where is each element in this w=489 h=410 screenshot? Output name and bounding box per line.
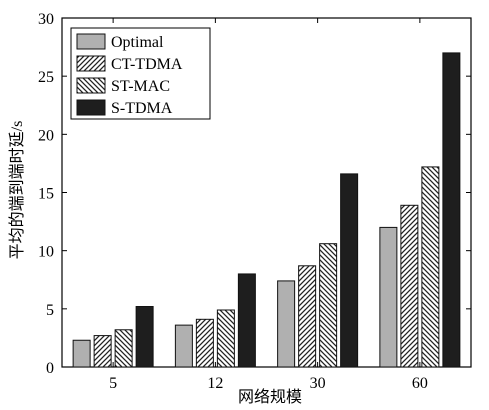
- bar-st-mac-12: [216, 309, 235, 368]
- legend-label-s-tdma: S-TDMA: [111, 100, 173, 117]
- legend-swatch-st-mac: [76, 77, 106, 94]
- bar-ct-tdma-12: [195, 318, 214, 368]
- legend: Optimal CT-TDMA ST-MAC S-TDMA: [70, 27, 211, 120]
- legend-label-st-mac: ST-MAC: [111, 78, 170, 95]
- y-axis-label: 平均的端到端时延/s: [8, 121, 26, 260]
- x-tick-label: 12: [207, 375, 223, 392]
- bar-s-tdma-5: [135, 306, 154, 368]
- bar-st-mac-60: [421, 166, 440, 368]
- x-tick-label: 5: [109, 375, 117, 392]
- bar-optimal-5: [72, 339, 91, 368]
- bar-st-mac-30: [319, 243, 338, 368]
- bar-s-tdma-30: [340, 173, 359, 368]
- y-tick-label: 10: [38, 244, 54, 261]
- bar-s-tdma-12: [237, 273, 256, 368]
- bar-optimal-30: [277, 280, 296, 368]
- legend-swatch-ct-tdma: [76, 55, 106, 72]
- y-tick-label: 30: [38, 11, 54, 28]
- bar-ct-tdma-30: [298, 265, 317, 368]
- y-tick-label: 25: [38, 69, 54, 86]
- y-tick-label: 5: [46, 302, 54, 319]
- legend-swatch-optimal: [76, 33, 106, 50]
- bar-st-mac-5: [114, 329, 133, 368]
- bar-optimal-12: [174, 324, 193, 368]
- y-tick-label: 20: [38, 127, 54, 144]
- x-axis-label: 网络规模: [238, 387, 302, 406]
- bar-optimal-60: [379, 226, 398, 368]
- legend-swatch-s-tdma: [76, 99, 106, 116]
- bar-s-tdma-60: [442, 52, 461, 368]
- bar-ct-tdma-60: [400, 204, 419, 368]
- y-tick-label: 15: [38, 186, 54, 203]
- bar-ct-tdma-5: [93, 335, 112, 368]
- legend-label-ct-tdma: CT-TDMA: [111, 56, 183, 73]
- bar-marks: [72, 52, 461, 368]
- legend-label-optimal: Optimal: [111, 34, 164, 51]
- y-tick-label: 0: [46, 360, 54, 377]
- axes: 0 5 10 15 20 25 30 5 12 30 60: [38, 11, 471, 392]
- x-tick-label: 30: [310, 375, 326, 392]
- x-tick-label: 60: [412, 375, 428, 392]
